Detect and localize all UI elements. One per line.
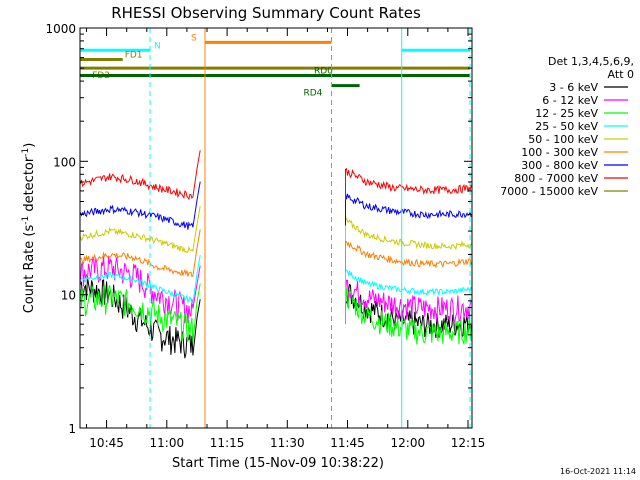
series-line-pre (80, 255, 201, 305)
legend-entry-label: 100 - 300 keV (521, 146, 598, 159)
series-line-pre (80, 181, 201, 230)
series-lines (80, 150, 473, 359)
series-line-post (345, 283, 473, 338)
series-line-post (345, 279, 473, 323)
y-tick-label: 1 (68, 422, 76, 436)
legend-header-line1: Det 1,3,4,5,6,9, (548, 55, 634, 68)
x-tick-label: 10:45 (89, 436, 124, 450)
chart-title: RHESSI Observing Summary Count Rates (111, 4, 421, 22)
legend-entry-label: 6 - 12 keV (542, 94, 598, 107)
series-line-pre (80, 229, 201, 278)
y-tick-label: 1000 (45, 22, 76, 36)
series-line-pre (80, 205, 201, 254)
y-axis-label-main: Count Rate (s (22, 225, 37, 314)
x-tick-label: 12:00 (391, 436, 426, 450)
event-markers (149, 28, 471, 428)
flag-label-rd0: RD0 (314, 67, 333, 77)
flag-label-s: S (191, 33, 197, 43)
series-line-post (345, 167, 473, 201)
series-line-pre (80, 150, 201, 201)
flag-label-n: N (154, 41, 161, 51)
series-line-pre (80, 276, 201, 359)
y-axis: 1 10 100 1000 (45, 22, 472, 436)
x-tick-label: 11:00 (150, 436, 185, 450)
series-line-post (345, 288, 473, 345)
legend-entry-label: 12 - 25 keV (535, 107, 598, 120)
y-axis-label-end: ) (22, 143, 37, 148)
x-tick-label: 11:45 (330, 436, 365, 450)
series-line-pre (80, 283, 201, 343)
y-tick-label: 10 (61, 289, 76, 303)
y-axis-label: Count Rate (s-1 detector-1) (21, 143, 37, 314)
plot-frame (79, 27, 473, 429)
y-tick-label: 100 (53, 155, 76, 169)
x-tick-label: 12:15 (451, 436, 486, 450)
x-tick-label: 11:15 (210, 436, 245, 450)
y-axis-label-sup2: -1 (21, 148, 31, 157)
series-line-post (345, 217, 473, 251)
x-axis: 10:45 11:00 11:15 11:30 11:45 12:00 12:15 (86, 28, 486, 450)
y-axis-label-sup1: -1 (21, 216, 31, 225)
x-tick-label: 11:30 (270, 436, 305, 450)
series-line-post (345, 269, 473, 301)
y-axis-label-mid: detector (22, 156, 37, 216)
flag-bars: NSFD1FD2RD0RD4 (80, 33, 470, 99)
x-axis-label: Start Time (15-Nov-09 10:38:22) (172, 456, 384, 471)
legend-entry-label: 7000 - 15000 keV (500, 185, 598, 198)
series-line-post (345, 240, 473, 272)
legend-entry-label: 25 - 50 keV (535, 120, 598, 133)
legend-entry-label: 3 - 6 keV (549, 81, 598, 94)
series-line-post (345, 193, 473, 226)
footer-timestamp: 16-Oct-2021 11:14 (560, 467, 636, 476)
flag-label-rd4: RD4 (304, 89, 323, 99)
legend-entry-label: 800 - 7000 keV (514, 172, 598, 185)
flag-label-fd1: FD1 (125, 51, 143, 61)
legend-entry-label: 300 - 800 keV (521, 159, 598, 172)
legend-header-line2: Att 0 (608, 68, 634, 81)
legend-entry-label: 50 - 100 keV (528, 133, 598, 146)
